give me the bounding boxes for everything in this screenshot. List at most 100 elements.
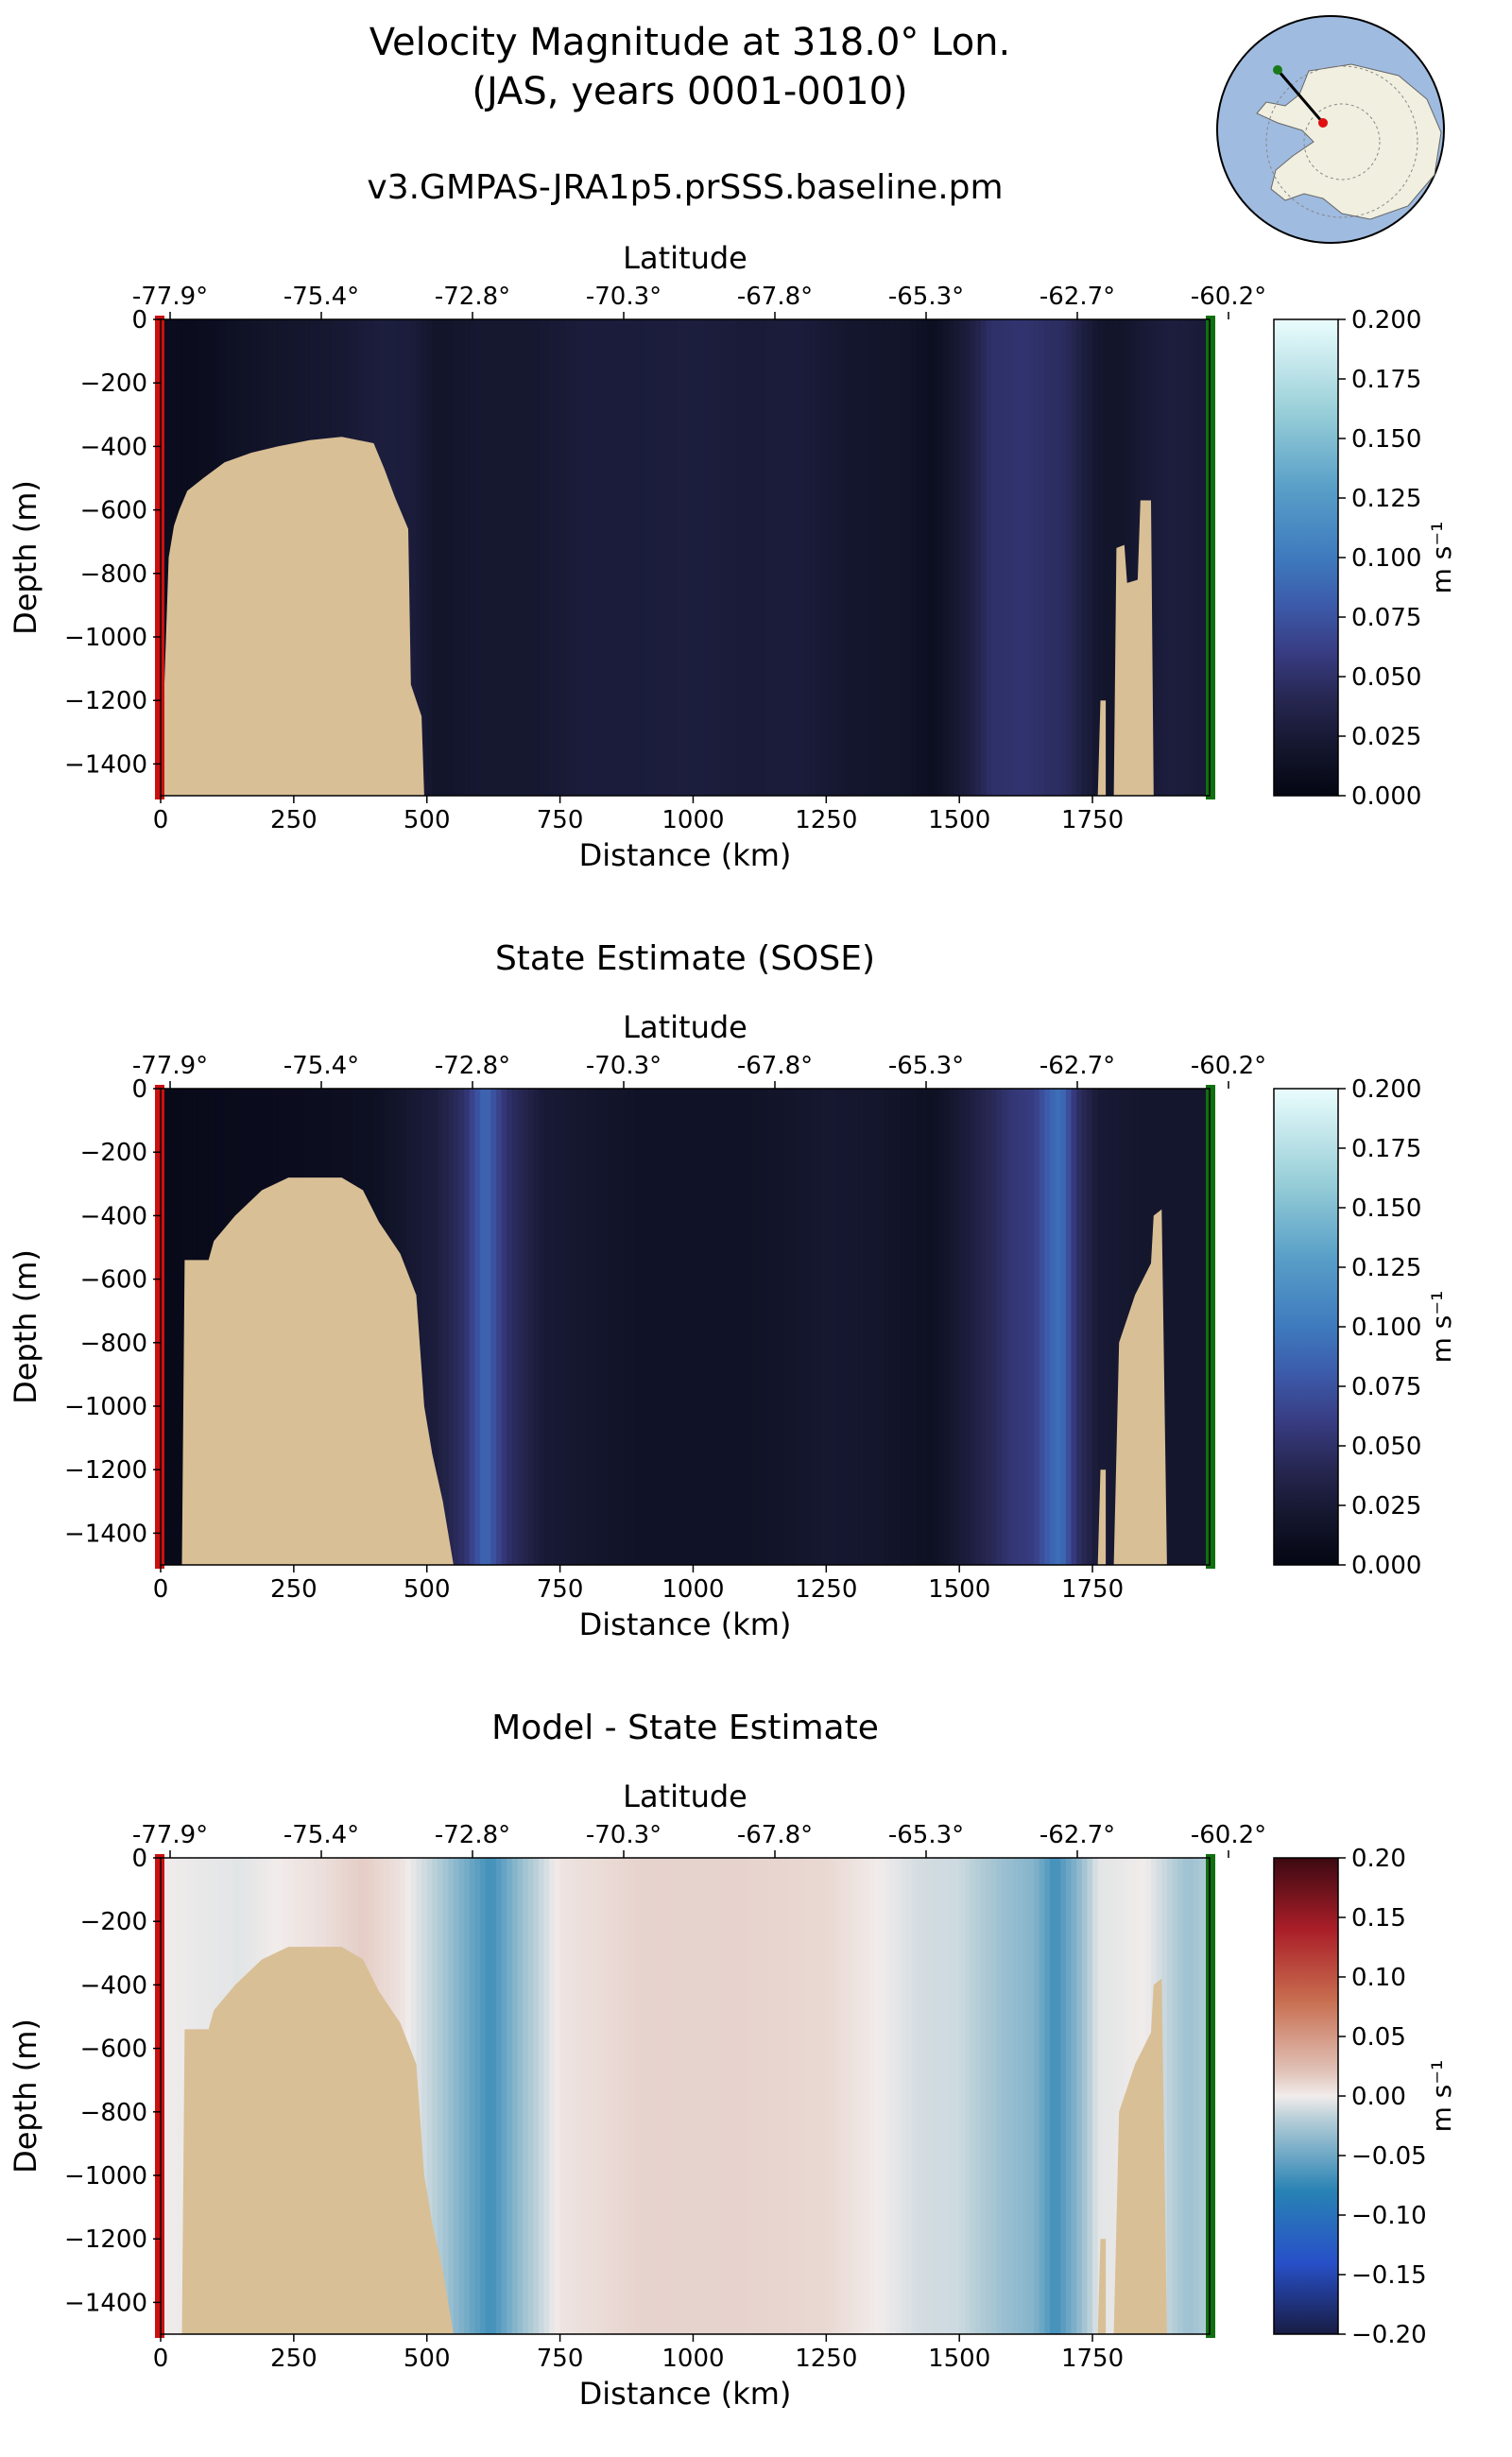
heatmap-cell	[581, 1858, 588, 2334]
heatmap-cell	[480, 1858, 487, 2334]
heatmap-cell	[501, 319, 507, 796]
y-tick-label: −200	[80, 1139, 147, 1167]
inset-map	[1216, 15, 1445, 244]
heatmap-cell	[901, 1858, 907, 2334]
x-tick-label: 250	[270, 806, 318, 834]
bathymetry-shape	[1113, 500, 1154, 796]
heatmap-cell	[788, 1089, 796, 1565]
heatmap-cell	[474, 319, 481, 796]
heatmap-cell	[628, 319, 636, 796]
heatmap-cell	[490, 1089, 497, 1565]
bathymetry-shape	[161, 437, 424, 796]
bathymetry	[161, 1177, 1167, 1565]
heatmap-cell	[757, 1089, 764, 1565]
transect-start-marker	[155, 1085, 164, 1569]
heatmap-cell	[517, 1089, 524, 1565]
transect-end-marker	[1206, 316, 1215, 799]
heatmap-cell	[1161, 1858, 1168, 2334]
y-tick-label: −1000	[64, 624, 147, 652]
transect-end-marker	[1206, 1085, 1215, 1569]
heatmap-cell	[1039, 1089, 1045, 1565]
heatmap-cell	[905, 1089, 913, 1565]
y-axis-label: Depth (m)	[8, 1249, 43, 1404]
heatmap-cell	[885, 1089, 891, 1565]
heatmap-cell	[1071, 319, 1077, 796]
heatmap-cell	[1012, 1089, 1019, 1565]
heatmap-cell	[618, 1089, 625, 1565]
heatmap-cell	[741, 1858, 747, 2334]
heatmap-cell	[852, 319, 859, 796]
heatmap-cell	[788, 319, 796, 796]
heatmap-cell	[527, 319, 535, 796]
heatmap-cell	[687, 1089, 695, 1565]
colorbar-tick-label: 0.150	[1351, 425, 1421, 454]
heatmap-cell	[741, 1089, 747, 1565]
heatmap-cell	[863, 1858, 869, 2334]
heatmap-cell	[666, 1858, 673, 2334]
inset-grid-ring-inner	[1303, 103, 1381, 180]
heatmap-cell	[954, 1858, 960, 2334]
heatmap-cell	[597, 1089, 604, 1565]
heatmap-cell	[959, 1858, 966, 2334]
heatmap-cell	[836, 1858, 843, 2334]
x-tick-label: 0	[153, 806, 169, 834]
heatmap-cell	[1113, 1089, 1120, 1565]
heatmap-cell	[719, 1858, 726, 2334]
heatmap-cell	[1044, 1858, 1051, 2334]
heatmap-cell	[565, 1089, 572, 1565]
heatmap-cell	[810, 319, 816, 796]
heatmap-cell	[693, 1089, 699, 1565]
colorbar-tick-label: 0.000	[1351, 1552, 1421, 1580]
heatmap-cell	[1028, 1089, 1035, 1565]
colorbar-tick-label: 0.100	[1351, 1314, 1421, 1342]
heatmap-cell	[911, 1858, 918, 2334]
x-tick-label: 750	[537, 806, 584, 834]
heatmap-cell	[618, 1858, 625, 2334]
heatmap-cell	[794, 1858, 800, 2334]
heatmap-cell	[831, 1089, 838, 1565]
heatmap-cell	[948, 319, 955, 796]
heatmap-cell	[527, 1089, 535, 1565]
y-tick-label: −800	[80, 1330, 147, 1358]
heatmap-cell	[767, 1858, 774, 2334]
colorbar-tick-label: 0.025	[1351, 723, 1421, 751]
heatmap-cell	[816, 1858, 822, 2334]
heatmap-cell	[176, 1089, 183, 1565]
heatmap-cell	[671, 319, 679, 796]
heatmap-cell	[426, 319, 433, 796]
heatmap-cell	[970, 1089, 976, 1565]
heatmap-cell	[523, 1089, 529, 1565]
colorbar-tick-label: 0.125	[1351, 1254, 1421, 1282]
heatmap-cell	[1188, 1089, 1194, 1565]
heatmap-cell	[816, 1089, 822, 1565]
heatmap-cell	[628, 1089, 636, 1565]
heatmap-cell	[656, 319, 662, 796]
y-tick-label: −800	[80, 560, 147, 589]
colorbar-tick-label: 0.075	[1351, 1373, 1421, 1401]
heatmap-cell	[980, 319, 987, 796]
heatmap-cell	[927, 319, 934, 796]
heatmap-cell	[713, 1089, 721, 1565]
colorbar-tick-label: 0.150	[1351, 1194, 1421, 1223]
heatmap-cell	[746, 319, 753, 796]
heatmap-cell	[495, 1089, 503, 1565]
heatmap-cell	[858, 1858, 865, 2334]
heatmap-cell	[730, 1858, 737, 2334]
bathymetry-shape	[1097, 700, 1107, 796]
heatmap-cell	[661, 1089, 667, 1565]
heatmap-cell	[1006, 1089, 1014, 1565]
y-tick-label: 0	[131, 306, 147, 335]
lat-tick-label: -75.4°	[284, 1821, 359, 1849]
heatmap-cell	[895, 1858, 902, 2334]
heatmap-cell	[713, 1858, 721, 2334]
heatmap-cell	[937, 1858, 944, 2334]
heatmap-cell	[1060, 1089, 1067, 1565]
heatmap-cell	[410, 319, 418, 796]
heatmap-cell	[1076, 1089, 1083, 1565]
heatmap-cell	[634, 1858, 641, 2334]
heatmap-cell	[794, 1089, 800, 1565]
heatmap-cell	[661, 319, 667, 796]
heatmap-cell	[762, 319, 768, 796]
x-tick-label: 0	[153, 2345, 169, 2373]
